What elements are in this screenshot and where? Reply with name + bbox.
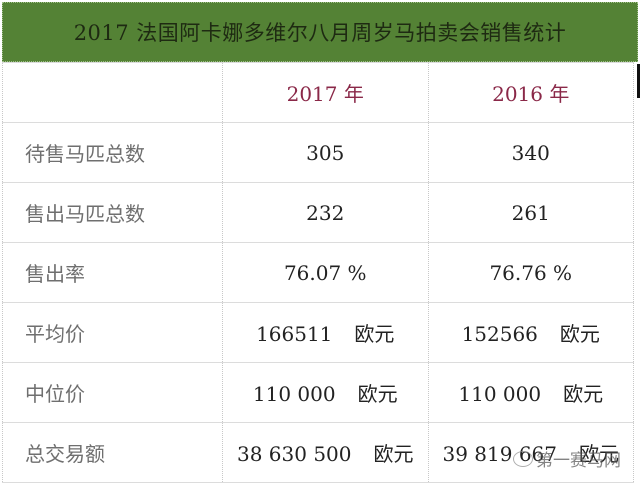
value-2016: 39 819 667 欧元 — [427, 422, 634, 483]
value-2016: 340 — [427, 122, 634, 183]
row-label: 待售马匹总数 — [2, 122, 223, 183]
table-row: 售出率 76.07 % 76.76 % — [2, 242, 634, 303]
header-2017: 2017 年 — [222, 62, 429, 123]
header-2016: 2016 年 — [427, 62, 634, 123]
value-2017: 232 — [222, 182, 429, 243]
row-label: 总交易额 — [2, 422, 223, 483]
value-2017: 38 630 500 欧元 — [222, 422, 429, 483]
row-label: 售出马匹总数 — [2, 182, 223, 243]
unit: 欧元 — [559, 322, 600, 346]
unit: 欧元 — [354, 322, 395, 346]
unit: 欧元 — [563, 382, 604, 406]
row-label: 中位价 — [2, 362, 223, 423]
header-empty-cell — [2, 62, 223, 123]
table-row: 平均价 166511 欧元 152566 欧元 — [2, 302, 634, 363]
value-2017: 166511 欧元 — [222, 302, 429, 363]
header-row: 2017 年 2016 年 — [2, 62, 634, 123]
table-row: 总交易额 38 630 500 欧元 39 819 667 欧元 — [2, 422, 634, 483]
value-2017: 305 — [222, 122, 429, 183]
value-2016: 261 — [427, 182, 634, 243]
wechat-icon — [513, 450, 533, 467]
row-label: 平均价 — [2, 302, 223, 363]
watermark: 第一赛马网 — [513, 446, 621, 471]
edge-marker — [637, 64, 640, 98]
value-2016: 110 000 欧元 — [427, 362, 634, 423]
unit: 欧元 — [357, 382, 398, 406]
value-2016: 76.76 % — [427, 242, 634, 303]
value-2017: 76.07 % — [222, 242, 429, 303]
watermark-text: 第一赛马网 — [536, 451, 621, 471]
table-row: 售出马匹总数 232 261 — [2, 182, 634, 243]
sales-table-sheet: 2017 法国阿卡娜多维尔八月周岁马拍卖会销售统计 2017 年 2016 年 … — [2, 2, 638, 483]
value-2017: 110 000 欧元 — [222, 362, 429, 423]
table-title: 2017 法国阿卡娜多维尔八月周岁马拍卖会销售统计 — [2, 2, 638, 62]
row-label: 售出率 — [2, 242, 223, 303]
table-title-text: 2017 法国阿卡娜多维尔八月周岁马拍卖会销售统计 — [73, 21, 567, 45]
unit: 欧元 — [373, 442, 414, 466]
sales-stats-table: 2017 年 2016 年 待售马匹总数 305 340 售出马匹总数 232 … — [2, 62, 634, 483]
unit: 欧元 — [579, 442, 619, 466]
value-2016: 152566 欧元 — [427, 302, 634, 363]
table-row: 中位价 110 000 欧元 110 000 欧元 — [2, 362, 634, 423]
table-row: 待售马匹总数 305 340 — [2, 122, 634, 183]
